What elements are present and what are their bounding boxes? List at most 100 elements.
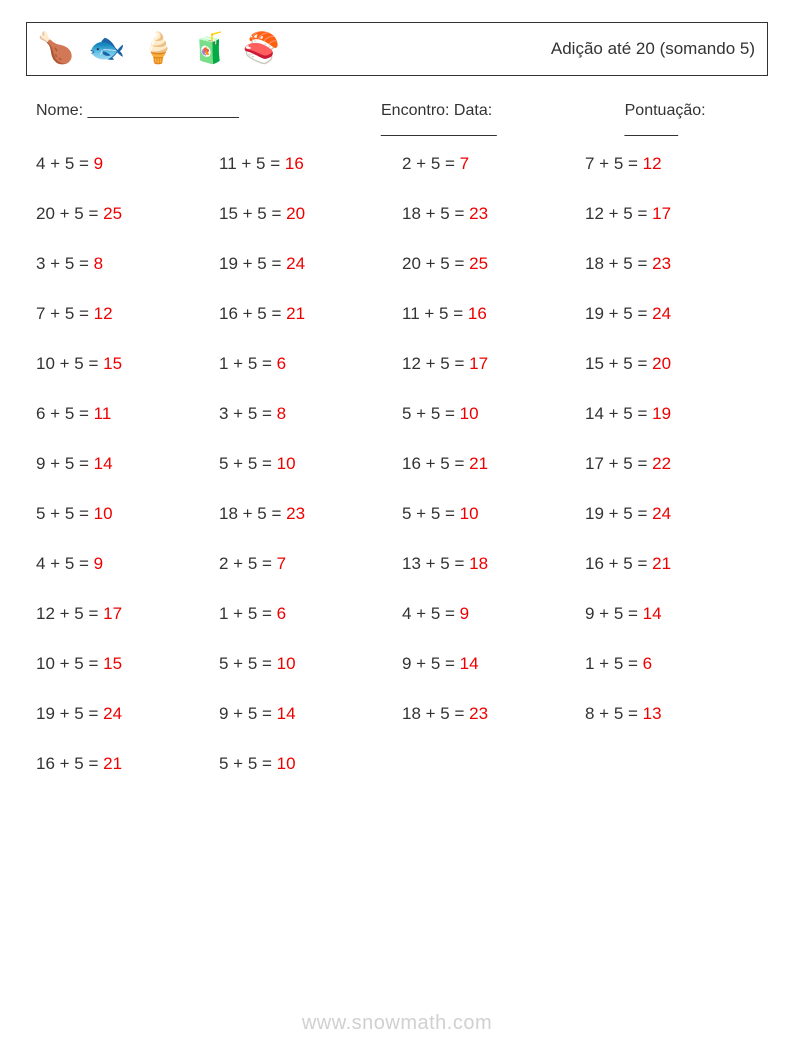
problem-cell: 17 + 5 = 22 xyxy=(585,454,758,474)
problem-answer: 10 xyxy=(277,454,296,473)
watermark: www.snowmath.com xyxy=(0,1012,794,1035)
problem-question: 7 + 5 = xyxy=(585,154,643,173)
problem-question: 9 + 5 = xyxy=(585,604,643,623)
problem-cell: 5 + 5 = 10 xyxy=(219,454,392,474)
problem-answer: 14 xyxy=(643,604,662,623)
problem-cell: 4 + 5 = 9 xyxy=(402,604,575,624)
problem-question: 12 + 5 = xyxy=(585,204,652,223)
problem-question: 9 + 5 = xyxy=(219,704,277,723)
problem-answer: 24 xyxy=(652,504,671,523)
problem-answer: 24 xyxy=(103,704,122,723)
ice-cream-icon: 🍦 xyxy=(140,34,177,64)
problem-cell: 16 + 5 = 21 xyxy=(219,304,392,324)
problem-question: 12 + 5 = xyxy=(402,354,469,373)
problem-answer: 20 xyxy=(286,204,305,223)
problem-answer: 10 xyxy=(460,504,479,523)
problem-cell: 1 + 5 = 6 xyxy=(585,654,758,674)
problem-cell: 16 + 5 = 21 xyxy=(402,454,575,474)
problem-answer: 6 xyxy=(277,604,286,623)
problem-answer: 21 xyxy=(286,304,305,323)
problem-question: 5 + 5 = xyxy=(219,754,277,773)
problem-cell: 5 + 5 = 10 xyxy=(36,504,209,524)
problem-answer: 21 xyxy=(103,754,122,773)
problem-cell: 5 + 5 = 10 xyxy=(402,504,575,524)
problem-cell: 5 + 5 = 10 xyxy=(219,754,392,774)
problem-cell: 12 + 5 = 17 xyxy=(36,604,209,624)
problem-question: 3 + 5 = xyxy=(219,404,277,423)
problem-cell: 2 + 5 = 7 xyxy=(402,154,575,174)
problem-question: 5 + 5 = xyxy=(219,654,277,673)
problem-cell: 13 + 5 = 18 xyxy=(402,554,575,574)
problem-question: 18 + 5 = xyxy=(219,504,286,523)
problem-cell: 20 + 5 = 25 xyxy=(36,204,209,224)
problem-cell: 19 + 5 = 24 xyxy=(585,504,758,524)
problem-answer: 17 xyxy=(103,604,122,623)
problem-question: 16 + 5 = xyxy=(36,754,103,773)
problem-cell: 7 + 5 = 12 xyxy=(585,154,758,174)
problem-answer: 15 xyxy=(103,654,122,673)
problem-cell: 19 + 5 = 24 xyxy=(219,254,392,274)
problem-answer: 16 xyxy=(468,304,487,323)
problem-cell: 8 + 5 = 13 xyxy=(585,704,758,724)
problem-answer: 17 xyxy=(469,354,488,373)
problem-question: 5 + 5 = xyxy=(36,504,94,523)
worksheet-title: Adição até 20 (somando 5) xyxy=(551,39,755,59)
problem-answer: 25 xyxy=(469,254,488,273)
problem-cell: 11 + 5 = 16 xyxy=(219,154,392,174)
problem-cell: 10 + 5 = 15 xyxy=(36,654,209,674)
problem-answer: 9 xyxy=(460,604,469,623)
problem-answer: 14 xyxy=(460,654,479,673)
problem-cell: 5 + 5 = 10 xyxy=(402,404,575,424)
problem-question: 16 + 5 = xyxy=(585,554,652,573)
problem-question: 10 + 5 = xyxy=(36,654,103,673)
problem-question: 20 + 5 = xyxy=(402,254,469,273)
problem-question: 1 + 5 = xyxy=(585,654,643,673)
problem-answer: 14 xyxy=(94,454,113,473)
problem-question: 5 + 5 = xyxy=(402,404,460,423)
problem-answer: 22 xyxy=(652,454,671,473)
problem-cell: 12 + 5 = 17 xyxy=(585,204,758,224)
problem-cell: 18 + 5 = 23 xyxy=(585,254,758,274)
problem-question: 16 + 5 = xyxy=(219,304,286,323)
problem-answer: 23 xyxy=(652,254,671,273)
problem-cell: 7 + 5 = 12 xyxy=(36,304,209,324)
problem-cell: 15 + 5 = 20 xyxy=(219,204,392,224)
problem-cell: 2 + 5 = 7 xyxy=(219,554,392,574)
problem-answer: 24 xyxy=(652,304,671,323)
problem-cell: 19 + 5 = 24 xyxy=(585,304,758,324)
problem-question: 8 + 5 = xyxy=(585,704,643,723)
problem-answer: 16 xyxy=(285,154,304,173)
problem-cell: 3 + 5 = 8 xyxy=(36,254,209,274)
problem-cell: 1 + 5 = 6 xyxy=(219,354,392,374)
problem-answer: 21 xyxy=(469,454,488,473)
problem-question: 18 + 5 = xyxy=(585,254,652,273)
meta-row: Nome: _________________ Encontro: Data: … xyxy=(36,102,758,138)
problem-question: 15 + 5 = xyxy=(585,354,652,373)
problem-answer: 10 xyxy=(94,504,113,523)
problem-answer: 13 xyxy=(643,704,662,723)
problem-cell: 12 + 5 = 17 xyxy=(402,354,575,374)
problem-question: 5 + 5 = xyxy=(402,504,460,523)
problem-answer: 7 xyxy=(460,154,469,173)
problem-question: 12 + 5 = xyxy=(36,604,103,623)
problem-question: 19 + 5 = xyxy=(219,254,286,273)
problem-cell: 9 + 5 = 14 xyxy=(585,604,758,624)
problem-answer: 9 xyxy=(94,554,103,573)
problem-cell: 4 + 5 = 9 xyxy=(36,554,209,574)
problem-answer: 23 xyxy=(286,504,305,523)
problem-answer: 23 xyxy=(469,204,488,223)
problem-question: 20 + 5 = xyxy=(36,204,103,223)
problem-question: 4 + 5 = xyxy=(36,154,94,173)
problem-answer: 18 xyxy=(469,554,488,573)
problem-question: 2 + 5 = xyxy=(219,554,277,573)
problem-question: 9 + 5 = xyxy=(36,454,94,473)
problem-answer: 19 xyxy=(652,404,671,423)
problem-question: 11 + 5 = xyxy=(402,304,468,323)
problem-cell: 14 + 5 = 19 xyxy=(585,404,758,424)
problem-answer: 23 xyxy=(469,704,488,723)
problem-answer: 10 xyxy=(460,404,479,423)
problem-cell: 20 + 5 = 25 xyxy=(402,254,575,274)
problem-answer: 15 xyxy=(103,354,122,373)
problem-question: 4 + 5 = xyxy=(36,554,94,573)
problem-question: 19 + 5 = xyxy=(36,704,103,723)
